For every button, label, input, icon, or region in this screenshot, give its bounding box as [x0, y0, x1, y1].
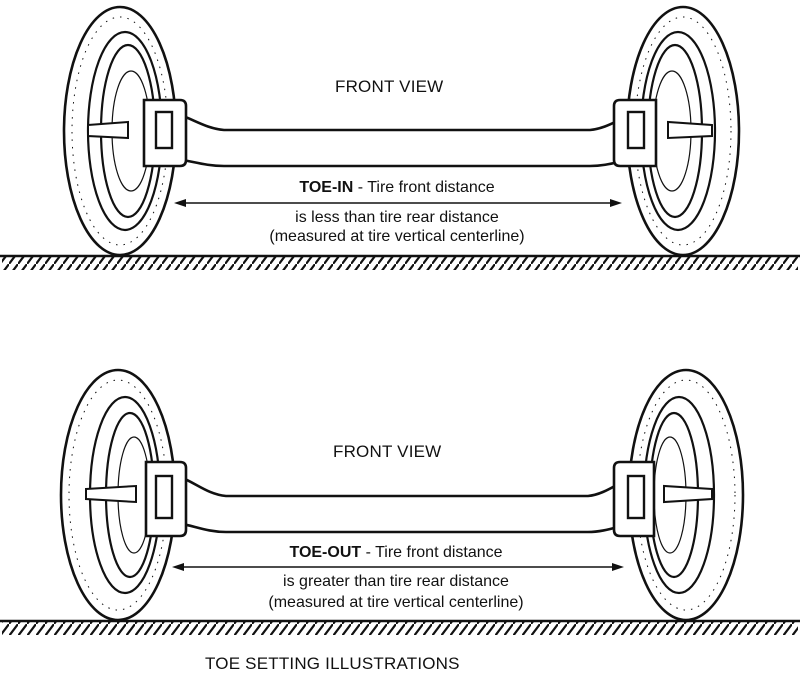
right-knuckle: [612, 98, 658, 168]
axle-beam-top: [160, 110, 650, 168]
right-spindle: [663, 484, 713, 504]
toe-in-caption-line2: is less than tire rear distance: [295, 209, 499, 226]
toe-out-caption-line2: is greater than tire rear distance: [283, 573, 509, 590]
toe-in-caption-line3: (measured at tire vertical centerline): [269, 228, 525, 245]
left-knuckle: [144, 460, 188, 538]
toe-in-panel: [0, 5, 800, 270]
front-view-label: FRONT VIEW: [333, 442, 442, 461]
toe-out-dimension-arrow: [172, 563, 624, 571]
axle-beam-bottom: [162, 472, 650, 534]
toe-out-term: TOE-OUT: [289, 544, 362, 561]
left-knuckle: [142, 98, 188, 168]
toe-out-caption-line3: (measured at tire vertical centerline): [268, 594, 524, 611]
toe-out-panel: [0, 368, 800, 635]
toe-in-line1-text: - Tire front distance: [353, 179, 495, 196]
toe-in-dimension-arrow: [174, 199, 622, 207]
left-spindle: [87, 120, 129, 140]
toe-out-line1-text: - Tire front distance: [361, 544, 503, 561]
ground-hatch-top: [0, 254, 800, 270]
toe-in-caption-line1: TOE-IN - Tire front distance: [299, 180, 494, 196]
left-spindle: [85, 484, 137, 504]
toe-out-caption-line1: TOE-OUT - Tire front distance: [289, 545, 502, 561]
front-view-label: FRONT VIEW: [335, 77, 444, 96]
figure-title: TOE SETTING ILLUSTRATIONS: [205, 654, 460, 673]
toe-in-term: TOE-IN: [299, 179, 354, 196]
right-knuckle: [612, 460, 656, 538]
ground-hatch-bottom: [0, 619, 800, 635]
right-spindle: [667, 120, 713, 140]
